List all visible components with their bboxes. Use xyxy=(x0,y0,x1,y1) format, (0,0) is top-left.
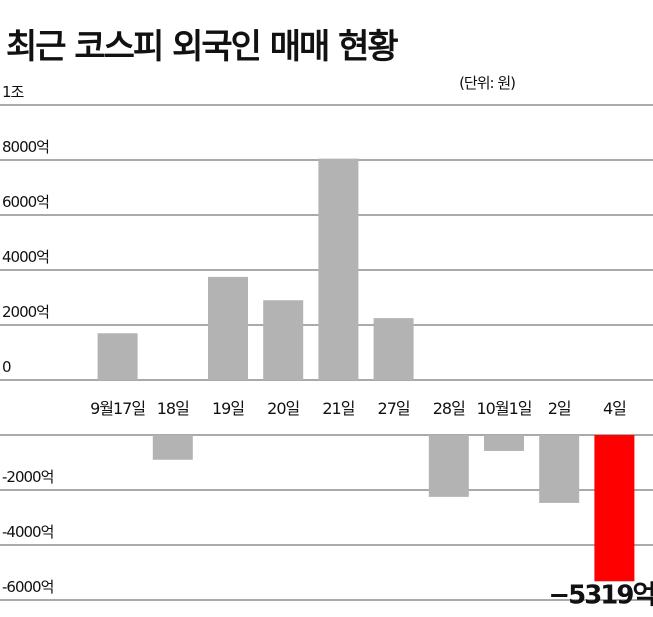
bar xyxy=(263,300,304,380)
bar xyxy=(373,318,414,380)
x-tick-label: 21일 xyxy=(322,399,354,418)
bar xyxy=(539,435,580,503)
bar xyxy=(318,158,359,380)
y-tick-label: -4000억 xyxy=(2,523,53,541)
x-tick-label: 9월17일 xyxy=(90,399,145,418)
bar xyxy=(97,333,138,380)
bar xyxy=(594,435,635,582)
chart-subtitle: (단위: 원) xyxy=(459,74,515,92)
y-tick-label: 8000억 xyxy=(2,138,49,156)
chart-title: 최근 코스피 외국인 매매 현황 xyxy=(6,27,398,67)
x-tick-label: 19일 xyxy=(212,399,244,418)
x-tick-label: 28일 xyxy=(433,399,465,418)
x-tick-label: 2일 xyxy=(548,399,571,418)
y-tick-label: 4000억 xyxy=(2,248,49,266)
bar xyxy=(208,276,248,380)
value-label: −5319억 xyxy=(548,580,653,610)
y-tick-label: -6000억 xyxy=(2,578,53,596)
y-tick-label: 1조 xyxy=(2,83,25,101)
y-tick-label: 2000억 xyxy=(2,303,49,321)
x-tick-label: 18일 xyxy=(157,399,189,418)
bar xyxy=(152,435,193,460)
bar xyxy=(484,435,524,451)
y-tick-label: -2000억 xyxy=(2,468,53,486)
x-tick-label: 27일 xyxy=(378,399,410,418)
x-tick-label: 10월1일 xyxy=(477,399,532,418)
y-tick-label: 0 xyxy=(2,358,11,376)
bar xyxy=(428,435,469,497)
x-tick-label: 20일 xyxy=(267,399,299,418)
y-tick-label: 6000억 xyxy=(2,193,49,211)
x-tick-label: 4일 xyxy=(603,399,626,418)
